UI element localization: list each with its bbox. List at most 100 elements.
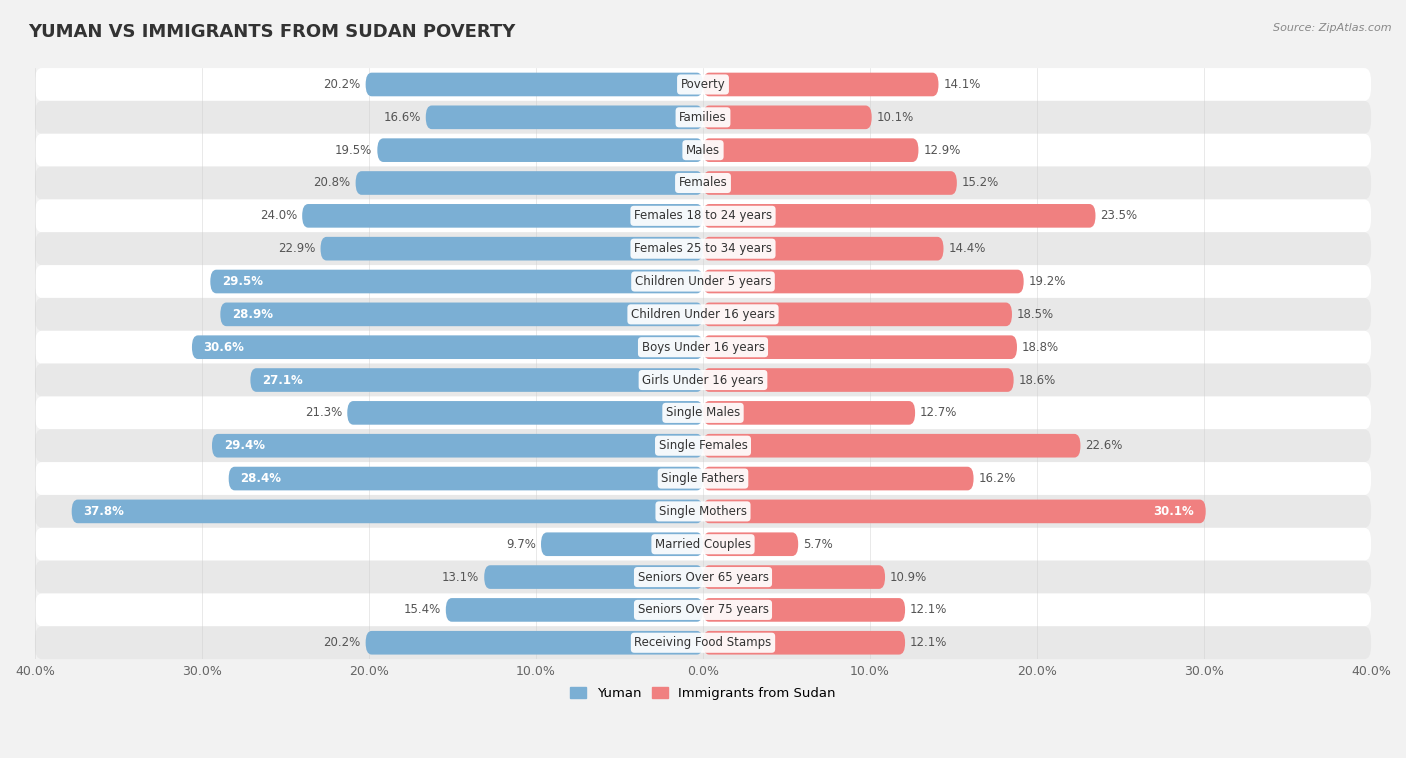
FancyBboxPatch shape [426, 105, 703, 129]
Text: 13.1%: 13.1% [441, 571, 479, 584]
Text: Single Females: Single Females [658, 439, 748, 453]
FancyBboxPatch shape [229, 467, 703, 490]
Text: 18.5%: 18.5% [1017, 308, 1054, 321]
FancyBboxPatch shape [35, 265, 1371, 298]
Text: 19.2%: 19.2% [1029, 275, 1066, 288]
FancyBboxPatch shape [377, 139, 703, 162]
Text: 37.8%: 37.8% [83, 505, 124, 518]
Text: Married Couples: Married Couples [655, 537, 751, 551]
Text: 16.6%: 16.6% [384, 111, 420, 124]
FancyBboxPatch shape [703, 631, 905, 655]
FancyBboxPatch shape [366, 631, 703, 655]
FancyBboxPatch shape [703, 401, 915, 424]
Text: 20.2%: 20.2% [323, 78, 360, 91]
Text: Girls Under 16 years: Girls Under 16 years [643, 374, 763, 387]
FancyBboxPatch shape [703, 139, 918, 162]
Text: Single Males: Single Males [666, 406, 740, 419]
FancyBboxPatch shape [703, 270, 1024, 293]
Text: Families: Families [679, 111, 727, 124]
Text: 18.6%: 18.6% [1019, 374, 1056, 387]
Text: 16.2%: 16.2% [979, 472, 1017, 485]
Text: Single Mothers: Single Mothers [659, 505, 747, 518]
Text: 28.9%: 28.9% [232, 308, 273, 321]
FancyBboxPatch shape [484, 565, 703, 589]
Text: Boys Under 16 years: Boys Under 16 years [641, 340, 765, 354]
Text: 28.4%: 28.4% [240, 472, 281, 485]
FancyBboxPatch shape [703, 368, 1014, 392]
FancyBboxPatch shape [703, 204, 1095, 227]
Text: 12.9%: 12.9% [924, 144, 960, 157]
Text: Seniors Over 65 years: Seniors Over 65 years [637, 571, 769, 584]
FancyBboxPatch shape [35, 495, 1371, 528]
Text: 22.9%: 22.9% [278, 242, 315, 255]
Text: Seniors Over 75 years: Seniors Over 75 years [637, 603, 769, 616]
FancyBboxPatch shape [193, 335, 703, 359]
FancyBboxPatch shape [703, 302, 1012, 326]
Text: Source: ZipAtlas.com: Source: ZipAtlas.com [1274, 23, 1392, 33]
Text: Males: Males [686, 144, 720, 157]
FancyBboxPatch shape [366, 73, 703, 96]
FancyBboxPatch shape [703, 105, 872, 129]
Text: 29.5%: 29.5% [222, 275, 263, 288]
Text: Single Fathers: Single Fathers [661, 472, 745, 485]
Text: 23.5%: 23.5% [1101, 209, 1137, 222]
Text: 10.9%: 10.9% [890, 571, 928, 584]
Text: 15.2%: 15.2% [962, 177, 1000, 190]
Text: 22.6%: 22.6% [1085, 439, 1123, 453]
Text: 21.3%: 21.3% [305, 406, 342, 419]
FancyBboxPatch shape [212, 434, 703, 458]
Text: 29.4%: 29.4% [224, 439, 264, 453]
FancyBboxPatch shape [703, 565, 884, 589]
Text: 27.1%: 27.1% [262, 374, 302, 387]
FancyBboxPatch shape [446, 598, 703, 622]
FancyBboxPatch shape [35, 330, 1371, 364]
FancyBboxPatch shape [703, 500, 1206, 523]
FancyBboxPatch shape [703, 598, 905, 622]
FancyBboxPatch shape [35, 626, 1371, 659]
FancyBboxPatch shape [35, 396, 1371, 429]
FancyBboxPatch shape [250, 368, 703, 392]
Text: 10.1%: 10.1% [877, 111, 914, 124]
Text: 24.0%: 24.0% [260, 209, 297, 222]
FancyBboxPatch shape [541, 532, 703, 556]
Legend: Yuman, Immigrants from Sudan: Yuman, Immigrants from Sudan [565, 682, 841, 706]
Text: 20.2%: 20.2% [323, 636, 360, 650]
FancyBboxPatch shape [703, 434, 1080, 458]
FancyBboxPatch shape [35, 528, 1371, 561]
FancyBboxPatch shape [302, 204, 703, 227]
FancyBboxPatch shape [703, 467, 973, 490]
FancyBboxPatch shape [703, 335, 1017, 359]
FancyBboxPatch shape [35, 232, 1371, 265]
Text: 19.5%: 19.5% [335, 144, 373, 157]
FancyBboxPatch shape [35, 199, 1371, 232]
Text: Females: Females [679, 177, 727, 190]
Text: 12.1%: 12.1% [910, 636, 948, 650]
Text: Children Under 16 years: Children Under 16 years [631, 308, 775, 321]
Text: 30.6%: 30.6% [204, 340, 245, 354]
Text: 12.1%: 12.1% [910, 603, 948, 616]
Text: Receiving Food Stamps: Receiving Food Stamps [634, 636, 772, 650]
FancyBboxPatch shape [35, 133, 1371, 167]
FancyBboxPatch shape [35, 167, 1371, 199]
FancyBboxPatch shape [35, 364, 1371, 396]
Text: 14.4%: 14.4% [949, 242, 986, 255]
Text: 20.8%: 20.8% [314, 177, 350, 190]
FancyBboxPatch shape [35, 561, 1371, 594]
FancyBboxPatch shape [35, 298, 1371, 330]
FancyBboxPatch shape [221, 302, 703, 326]
FancyBboxPatch shape [321, 236, 703, 261]
Text: 18.8%: 18.8% [1022, 340, 1059, 354]
FancyBboxPatch shape [356, 171, 703, 195]
Text: Children Under 5 years: Children Under 5 years [634, 275, 772, 288]
Text: Females 18 to 24 years: Females 18 to 24 years [634, 209, 772, 222]
FancyBboxPatch shape [35, 68, 1371, 101]
FancyBboxPatch shape [211, 270, 703, 293]
Text: Poverty: Poverty [681, 78, 725, 91]
Text: 30.1%: 30.1% [1153, 505, 1194, 518]
Text: 9.7%: 9.7% [506, 537, 536, 551]
FancyBboxPatch shape [35, 594, 1371, 626]
Text: 14.1%: 14.1% [943, 78, 981, 91]
FancyBboxPatch shape [703, 236, 943, 261]
FancyBboxPatch shape [35, 429, 1371, 462]
Text: Females 25 to 34 years: Females 25 to 34 years [634, 242, 772, 255]
